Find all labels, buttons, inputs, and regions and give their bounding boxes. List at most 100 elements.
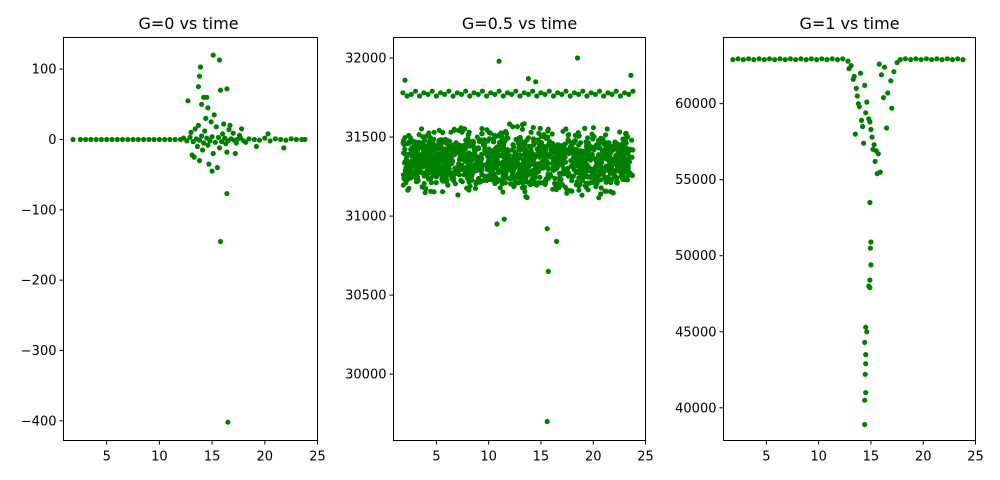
data-point xyxy=(607,188,614,195)
data-point xyxy=(402,146,408,152)
data-point xyxy=(563,88,569,94)
data-point xyxy=(476,156,482,162)
data-point xyxy=(579,192,585,198)
data-point xyxy=(519,126,526,132)
data-point xyxy=(525,152,531,158)
data-point xyxy=(414,174,420,180)
data-point xyxy=(410,140,416,146)
data-point xyxy=(426,139,432,146)
data-point xyxy=(433,180,439,186)
data-point xyxy=(585,168,592,174)
data-point xyxy=(196,73,203,79)
data-point xyxy=(475,91,481,97)
data-point xyxy=(456,148,462,154)
data-point xyxy=(401,142,407,148)
data-point xyxy=(206,161,212,167)
data-point xyxy=(439,164,446,170)
data-point xyxy=(205,142,211,148)
data-point xyxy=(864,99,870,105)
data-point xyxy=(857,70,864,76)
data-point xyxy=(530,124,536,131)
data-point xyxy=(510,124,516,130)
data-point xyxy=(421,144,427,150)
data-point xyxy=(908,57,914,63)
data-point xyxy=(187,134,193,140)
data-point xyxy=(487,130,493,136)
axes-layer: 5 10 15 20 25 100 0 −100 −200 −300 −400 xyxy=(21,63,326,465)
y-tick-label: −300 xyxy=(21,344,57,359)
x-tick-label: 10 xyxy=(151,450,168,465)
data-point xyxy=(429,88,435,94)
chart-title: G=1 vs time xyxy=(799,14,899,33)
data-point xyxy=(577,148,584,154)
data-point xyxy=(446,163,452,169)
data-point xyxy=(536,154,543,160)
data-point xyxy=(884,125,890,131)
data-point xyxy=(730,57,736,63)
data-point xyxy=(458,91,465,97)
data-point xyxy=(553,186,560,193)
data-point xyxy=(217,238,224,245)
data-point xyxy=(611,160,617,166)
data-point xyxy=(215,134,221,140)
data-point xyxy=(604,126,610,132)
data-point xyxy=(609,91,615,97)
data-point xyxy=(526,171,532,177)
data-point xyxy=(867,285,873,291)
data-point xyxy=(740,57,747,63)
data-point xyxy=(584,93,590,99)
data-point xyxy=(538,90,544,96)
data-point xyxy=(217,87,224,93)
data-point xyxy=(530,88,536,94)
data-point xyxy=(225,419,231,425)
data-point xyxy=(863,324,869,330)
data-point xyxy=(529,178,535,184)
data-point xyxy=(503,130,510,137)
data-point xyxy=(491,149,497,155)
data-point xyxy=(863,361,869,367)
data-point xyxy=(509,147,515,153)
data-point xyxy=(561,158,567,164)
data-point xyxy=(455,192,461,198)
data-point xyxy=(472,185,478,191)
data-point xyxy=(162,136,168,143)
data-point xyxy=(576,175,582,181)
x-tick-label: 15 xyxy=(204,450,221,465)
data-point xyxy=(607,150,613,156)
data-point xyxy=(439,177,445,183)
data-point xyxy=(511,184,517,190)
data-point xyxy=(845,58,851,64)
data-point xyxy=(484,166,490,172)
data-point xyxy=(583,180,590,186)
data-point xyxy=(421,90,427,96)
data-point xyxy=(560,128,566,134)
data-point xyxy=(497,185,503,191)
data-point xyxy=(569,178,575,184)
data-point xyxy=(545,268,551,274)
y-tick-label: 0 xyxy=(48,133,56,148)
data-point xyxy=(531,152,537,158)
data-point xyxy=(224,191,230,197)
data-point xyxy=(860,123,866,130)
data-point xyxy=(256,137,263,143)
data-point xyxy=(478,137,484,143)
data-point xyxy=(223,141,229,147)
data-point xyxy=(545,172,552,178)
data-point xyxy=(877,169,883,175)
data-point xyxy=(400,182,406,188)
data-point xyxy=(902,56,909,62)
chart-title: G=0 vs time xyxy=(138,14,238,33)
data-point xyxy=(135,136,141,143)
data-point xyxy=(589,144,595,150)
data-point xyxy=(852,131,858,137)
data-point xyxy=(573,147,579,153)
data-point xyxy=(146,136,152,143)
data-point xyxy=(597,145,603,151)
data-point xyxy=(189,152,195,158)
data-point xyxy=(554,154,561,160)
data-point xyxy=(402,77,408,83)
data-point xyxy=(581,168,587,174)
data-point xyxy=(501,142,507,148)
x-tick-label: 5 xyxy=(432,450,440,465)
data-point xyxy=(420,140,426,146)
